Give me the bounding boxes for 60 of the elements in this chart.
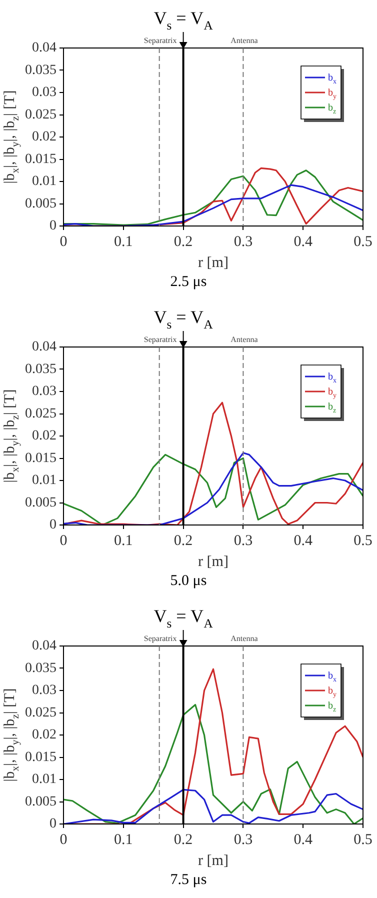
x-tick-label: 0.1 — [114, 234, 133, 250]
x-tick-label: 0.4 — [294, 532, 313, 549]
y-tick-label: 0.015 — [25, 450, 56, 466]
ref-line-label: Antenna — [230, 634, 258, 644]
y-tick-label: 0.01 — [32, 772, 56, 788]
y-tick-label: 0 — [50, 816, 56, 832]
y-tick-label: 0.015 — [25, 750, 56, 765]
y-tick-label: 0.04 — [32, 40, 56, 56]
x-tick-label: 0.5 — [354, 532, 372, 549]
x-tick-label: 0.1 — [114, 532, 133, 549]
x-tick-label: 0.3 — [234, 234, 253, 250]
y-tick-label: 0.02 — [32, 130, 56, 145]
x-axis-title: r [m] — [198, 852, 228, 869]
y-tick-label: 0.04 — [32, 340, 56, 355]
y-tick-label: 0.005 — [25, 794, 56, 810]
x-tick-label: 0.2 — [174, 234, 193, 250]
y-tick-label: 0.005 — [25, 495, 56, 510]
y-axis-title: |bx|, |by|, |bz| [T] — [2, 389, 22, 483]
y-tick-label: 0.025 — [25, 406, 56, 422]
x-tick-label: 0.4 — [294, 234, 313, 250]
y-tick-label: 0.01 — [32, 473, 56, 488]
x-tick-label: 0 — [60, 234, 68, 250]
y-tick-label: 0.04 — [32, 638, 56, 654]
y-tick-label: 0.035 — [25, 62, 56, 78]
ref-line-label: Separatrix — [144, 335, 177, 344]
y-tick-label: 0.01 — [32, 174, 56, 190]
x-tick-label: 0.2 — [174, 532, 193, 549]
x-axis-title: r [m] — [198, 254, 228, 271]
x-tick-label: 0.5 — [354, 234, 372, 250]
y-tick-label: 0.005 — [25, 196, 56, 212]
x-tick-label: 0 — [60, 832, 68, 848]
y-tick-label: 0.025 — [25, 705, 56, 720]
y-tick-label: 0.035 — [25, 660, 56, 676]
x-tick-label: 0.4 — [294, 832, 313, 848]
y-tick-label: 0.02 — [32, 728, 56, 743]
y-tick-label: 0 — [50, 518, 56, 533]
y-tick-label: 0.03 — [32, 384, 56, 400]
x-tick-label: 0.1 — [114, 832, 133, 848]
ref-line-label: Antenna — [230, 335, 258, 344]
y-tick-label: 0.02 — [32, 428, 56, 444]
y-tick-label: 0 — [50, 218, 56, 234]
text: 2.5 μs — [169, 273, 208, 292]
x-tick-label: 0 — [60, 532, 68, 549]
x-tick-label: 0.5 — [354, 832, 372, 848]
y-tick-label: 0.035 — [25, 362, 56, 377]
y-tick-label: 0.015 — [25, 152, 56, 167]
ref-line-label: Separatrix — [144, 36, 177, 46]
x-tick-label: 0.3 — [234, 532, 253, 549]
text: 5.0 μs — [169, 572, 208, 591]
y-axis-title: |bx|, |by|, |bz| [T] — [2, 688, 22, 782]
text: 7.5 μs — [169, 871, 208, 890]
y-axis-title: |bx|, |by|, |bz| [T] — [2, 90, 22, 184]
ref-line-label: Antenna — [230, 36, 258, 46]
y-tick-label: 0.025 — [25, 107, 56, 122]
y-tick-label: 0.03 — [32, 85, 56, 100]
x-tick-label: 0.3 — [234, 832, 253, 848]
ref-line-label: Separatrix — [144, 634, 177, 644]
x-tick-label: 0.2 — [174, 832, 193, 848]
x-axis-title: r [m] — [198, 554, 228, 570]
y-tick-label: 0.03 — [32, 683, 56, 698]
